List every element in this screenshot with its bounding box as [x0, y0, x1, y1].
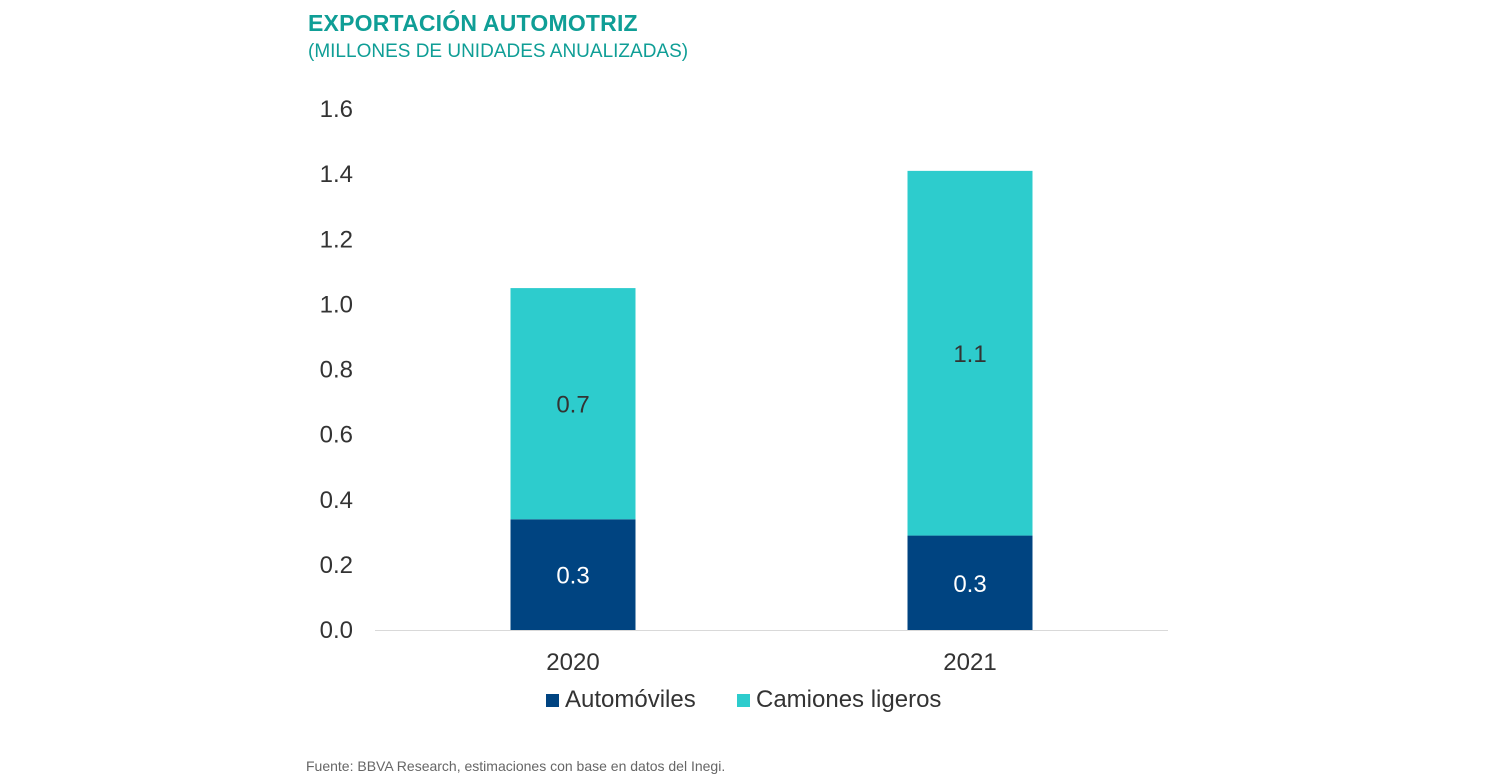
data-label: 1.1 — [953, 341, 986, 368]
data-label: 0.7 — [556, 392, 589, 419]
legend-label-camiones-ligeros: Camiones ligeros — [756, 686, 942, 713]
x-tick-label: 2020 — [546, 649, 599, 676]
y-tick-label: 1.0 — [320, 291, 353, 318]
x-tick-label: 2021 — [943, 649, 996, 676]
bar-camiones-ligeros-2021 — [907, 170, 1033, 536]
legend-item-automoviles: Automóviles — [546, 686, 696, 714]
legend-item-camiones-ligeros: Camiones ligeros — [737, 686, 941, 714]
y-tick-label: 0.8 — [320, 357, 353, 384]
data-label: 0.3 — [556, 563, 589, 590]
y-tick-label: 0.6 — [320, 422, 353, 449]
y-tick-label: 1.4 — [320, 161, 353, 188]
chart-subtitle: (MILLONES DE UNIDADES ANUALIZADAS) — [308, 41, 689, 62]
bar-autom-viles-2021 — [907, 535, 1033, 630]
source-note: Fuente: BBVA Research, estimaciones con … — [306, 758, 726, 774]
y-tick-label: 1.2 — [320, 226, 353, 253]
legend-swatch-camiones-ligeros — [737, 693, 750, 707]
y-tick-label: 0.4 — [320, 487, 353, 514]
bar-autom-viles-2020 — [510, 519, 636, 630]
chart-title: EXPORTACIÓN AUTOMOTRIZ — [308, 10, 638, 36]
data-label: 0.3 — [953, 571, 986, 598]
chart-legend: Automóviles Camiones ligeros — [0, 686, 1501, 716]
legend-swatch-automoviles — [546, 693, 559, 707]
bar-camiones-ligeros-2020 — [510, 288, 636, 520]
legend-label-automoviles: Automóviles — [565, 686, 696, 713]
y-tick-label: 0.2 — [320, 552, 353, 579]
y-tick-label: 1.6 — [320, 96, 353, 123]
y-tick-label: 0.0 — [320, 617, 353, 644]
